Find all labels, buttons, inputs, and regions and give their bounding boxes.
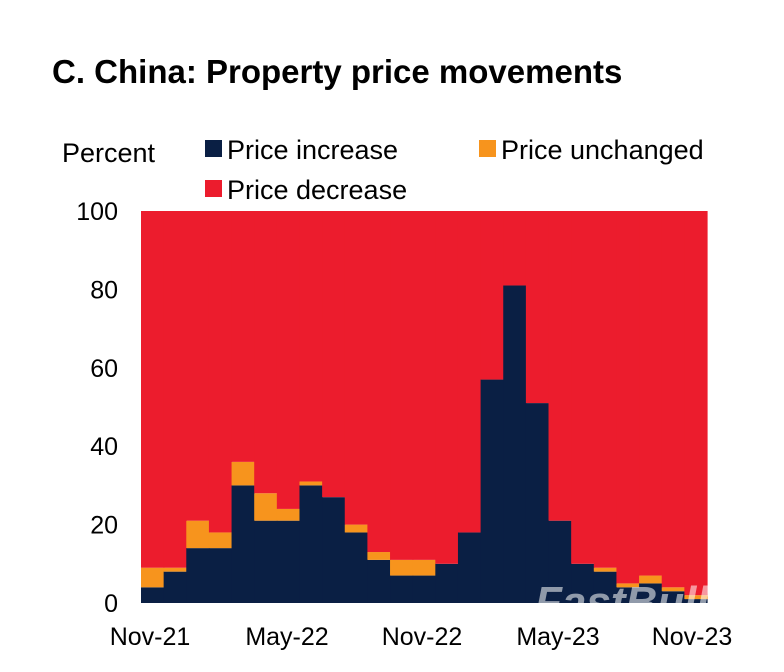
chart-title: C. China: Property price movements [52,53,622,90]
bar-decrease-Nov-22 [412,211,436,560]
legend-swatch-decrease [205,180,222,197]
bar-increase-Jan-23 [457,532,482,603]
bar-unchanged-Aug-23 [616,583,640,588]
bar-increase-Jul-22 [322,497,346,603]
bar-increase-Mar-22 [231,485,255,603]
bar-increase-Apr-23 [525,403,550,603]
bar-decrease-Jan-22 [186,211,210,521]
bar-unchanged-May-22 [276,508,301,521]
bar-decrease-Jul-23 [593,211,618,568]
bars-group [141,211,708,603]
bar-decrease-Apr-23 [525,211,550,404]
bar-decrease-Sep-23 [639,211,663,576]
bar-increase-Apr-22 [254,520,278,603]
x-tick-label: Nov-21 [110,623,191,651]
bar-unchanged-Feb-22 [208,532,233,549]
bar-unchanged-Dec-21 [163,567,187,572]
bar-unchanged-Oct-23 [661,587,685,592]
bar-increase-Nov-21 [141,587,165,603]
x-tick-label: May-22 [245,623,328,651]
legend-swatch-unchanged [479,140,496,157]
bar-decrease-Nov-23 [684,211,708,596]
bar-decrease-Jun-22 [299,211,323,482]
bar-unchanged-Mar-22 [231,461,255,486]
x-tick-label: Nov-23 [652,623,733,651]
bar-increase-Oct-23 [661,591,685,603]
bar-unchanged-Jan-22 [186,520,210,549]
bar-unchanged-Jul-23 [593,567,618,572]
y-axis-label: Percent [62,138,156,168]
bar-unchanged-Sep-22 [367,552,391,560]
bar-unchanged-Apr-22 [254,493,278,521]
bar-increase-Dec-21 [163,571,187,603]
bar-decrease-Jul-22 [322,211,346,498]
bar-decrease-May-23 [548,211,572,521]
bar-increase-Sep-22 [367,559,391,603]
bar-unchanged-Nov-22 [412,559,436,576]
watermark: FastBull [535,578,709,627]
bar-increase-Sep-23 [639,583,663,603]
bar-increase-Dec-22 [435,563,459,603]
legend-label-decrease: Price decrease [227,175,407,205]
bar-increase-Jul-23 [593,571,618,603]
bar-decrease-Jan-23 [457,211,482,533]
bar-decrease-Mar-23 [503,211,527,286]
bar-increase-Feb-23 [480,379,504,603]
y-tick-label: 20 [90,512,118,540]
bar-unchanged-Jun-22 [299,481,323,486]
bar-increase-May-23 [548,520,572,603]
bar-decrease-Feb-22 [208,211,233,533]
y-ticks: 0 20 40 60 80 100 [76,198,118,618]
y-tick-label: 0 [104,590,118,618]
y-tick-label: 100 [76,198,118,226]
x-tick-label: Nov-22 [382,623,463,651]
bar-decrease-Oct-23 [661,211,685,588]
bar-increase-Jun-23 [571,563,595,603]
bar-increase-Mar-23 [503,285,527,603]
bar-decrease-May-22 [276,211,301,509]
bar-decrease-Nov-21 [141,211,165,568]
legend-label-increase: Price increase [227,135,398,165]
bar-unchanged-Nov-23 [684,595,708,600]
bar-decrease-Dec-21 [163,211,187,568]
bar-unchanged-Sep-23 [639,575,663,584]
y-tick-label: 60 [90,355,118,383]
x-ticks: Nov-21 May-22 Nov-22 May-23 Nov-23 [110,623,733,651]
bar-increase-Nov-23 [684,599,708,603]
bar-decrease-Mar-22 [231,211,255,462]
bar-increase-May-22 [276,520,301,603]
bar-increase-Aug-23 [616,587,640,603]
y-tick-label: 40 [90,433,118,461]
bar-decrease-Aug-22 [344,211,368,525]
bar-unchanged-Aug-22 [344,524,368,533]
legend-label-unchanged: Price unchanged [501,135,704,165]
bar-decrease-Feb-23 [480,211,504,380]
bar-increase-Jun-22 [299,485,323,603]
bar-increase-Jan-22 [186,548,210,603]
bar-decrease-Apr-22 [254,211,278,494]
x-tick-label: May-23 [516,623,599,651]
bar-decrease-Dec-22 [435,211,459,564]
bar-increase-Oct-22 [390,575,414,603]
y-tick-label: 80 [90,276,118,304]
bar-decrease-Jun-23 [571,211,595,564]
bar-increase-Aug-22 [344,532,368,603]
bar-increase-Feb-22 [208,548,233,603]
bar-decrease-Aug-23 [616,211,640,584]
bar-unchanged-Oct-22 [390,559,414,576]
legend-swatch-increase [205,140,222,157]
bar-decrease-Oct-22 [390,211,414,560]
bar-increase-Nov-22 [412,575,436,603]
bar-decrease-Sep-22 [367,211,391,553]
bar-unchanged-Nov-21 [141,567,165,588]
